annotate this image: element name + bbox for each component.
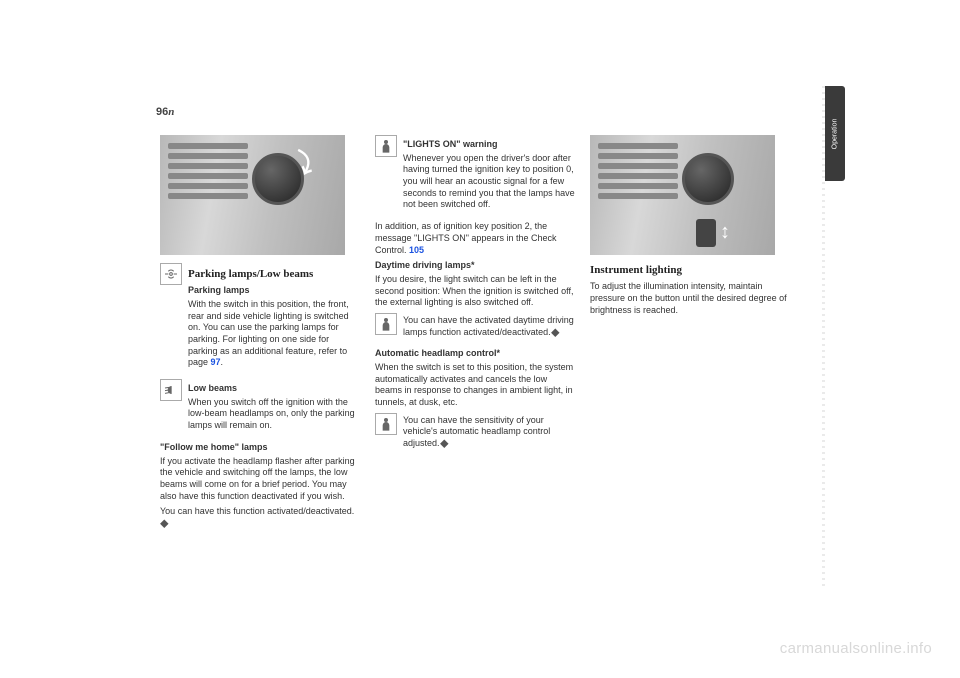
page-number: 96n (156, 105, 174, 119)
manual-page: Operation 96n ⤵ 31ode029 Parking lamps/L… (0, 0, 960, 678)
column-2: "LIGHTS ON" warning Whenever you open th… (375, 135, 575, 460)
subhead-follow-me-home: "Follow me home" lamps (160, 442, 360, 454)
row-parking-lamps: Parking lamps/Low beams Parking lamps Wi… (160, 263, 360, 373)
heading-instrument-lighting: Instrument lighting (590, 263, 790, 277)
body-follow-me-home: If you activate the headlamp flasher aft… (160, 456, 360, 503)
body-activate-note: You can have this function activated/dea… (160, 506, 360, 529)
subhead-lights-on: "LIGHTS ON" warning (403, 139, 575, 151)
figure-ref: 31ode029 (160, 224, 164, 251)
body-daytime-note: You can have the activated daytime drivi… (403, 315, 575, 338)
body-sensitivity-note: You can have the sensitivity of your veh… (403, 415, 575, 450)
section-tab: Operation (825, 86, 845, 181)
body-lights-on: Whenever you open the driver's door afte… (403, 153, 575, 211)
subhead-auto-headlamp: Automatic headlamp control* (375, 348, 575, 360)
column-3: ↕ 31ode035 Instrument lighting To adjust… (590, 135, 790, 320)
row-sensitivity-note: You can have the sensitivity of your veh… (375, 413, 575, 454)
row-low-beams: Low beams When you switch off the igniti… (160, 379, 360, 436)
section-tab-label: Operation (830, 118, 839, 149)
column-1: ⤵ 31ode029 Parking lamps/Low beams Parki… (160, 135, 360, 534)
subhead-daytime: Daytime driving lamps* (375, 260, 575, 272)
person-dealer-icon-3 (375, 413, 397, 435)
person-dealer-icon (375, 135, 397, 157)
watermark: carmanualsonline.info (780, 639, 932, 659)
heading-parking-low: Parking lamps/Low beams (188, 267, 360, 281)
subhead-parking: Parking lamps (188, 285, 360, 297)
person-dealer-icon-2 (375, 313, 397, 335)
body-daytime: If you desire, the light switch can be l… (375, 274, 575, 309)
low-beam-icon (160, 379, 182, 401)
page-ref-105[interactable]: 105 (409, 245, 424, 255)
subhead-low-beams: Low beams (188, 383, 360, 395)
row-daytime-note: You can have the activated daytime drivi… (375, 313, 575, 342)
parking-lamp-icon (160, 263, 182, 285)
row-lights-on-warning: "LIGHTS ON" warning Whenever you open th… (375, 135, 575, 215)
figure-ref-2: 31ode035 (590, 224, 594, 251)
body-low-beams: When you switch off the ignition with th… (188, 397, 360, 432)
body-auto-headlamp: When the switch is set to this position,… (375, 362, 575, 409)
body-check-control: In addition, as of ignition key position… (375, 221, 575, 256)
figure-light-switch: ⤵ 31ode029 (160, 135, 345, 255)
body-instrument-lighting: To adjust the illumination intensity, ma… (590, 281, 790, 316)
figure-instrument-lighting: ↕ 31ode035 (590, 135, 775, 255)
body-parking: With the switch in this position, the fr… (188, 299, 360, 369)
page-ref-97[interactable]: 97 (211, 357, 221, 367)
